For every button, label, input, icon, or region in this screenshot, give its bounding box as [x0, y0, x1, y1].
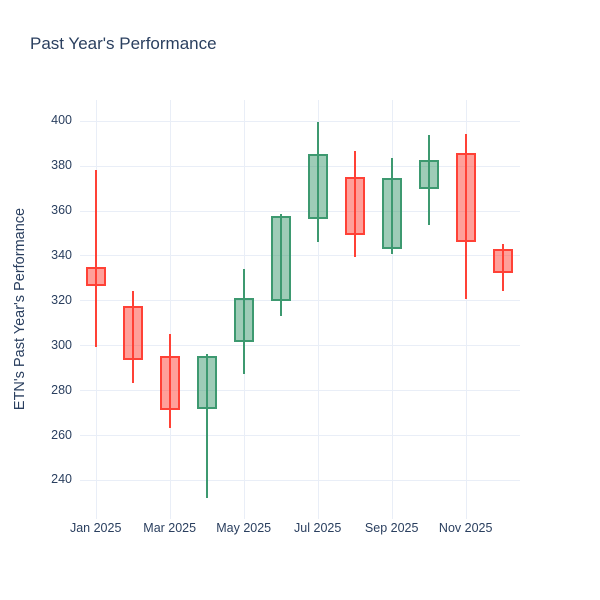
- candle-body[interactable]: [159, 356, 180, 411]
- x-tick-label: May 2025: [216, 521, 272, 535]
- candle-body[interactable]: [344, 176, 365, 236]
- h-gridline: [80, 255, 520, 257]
- candle-body[interactable]: [122, 305, 143, 360]
- h-gridline: [80, 435, 520, 436]
- candle-body[interactable]: [492, 248, 513, 274]
- x-tick-label: Jan 2025: [69, 521, 122, 535]
- x-tick-label: Mar 2025: [143, 521, 197, 535]
- chart-title: Past Year's Performance: [30, 34, 217, 53]
- candle-body[interactable]: [418, 160, 439, 190]
- v-gridline: [169, 100, 171, 519]
- y-tick-label: 400: [51, 113, 72, 128]
- x-tick-label: Sep 2025: [364, 521, 419, 535]
- candle-body[interactable]: [85, 266, 106, 286]
- candle-body[interactable]: [381, 177, 402, 249]
- candle-body[interactable]: [455, 153, 476, 242]
- candle-wick[interactable]: [205, 354, 208, 498]
- plot-area: [80, 100, 520, 519]
- y-tick-label: 300: [51, 337, 72, 352]
- h-gridline: [80, 345, 520, 347]
- x-tick-label: Nov 2025: [438, 521, 493, 535]
- y-tick-label: 240: [51, 472, 72, 487]
- h-gridline: [80, 390, 520, 392]
- candle-body[interactable]: [307, 154, 328, 220]
- v-gridline: [317, 100, 319, 519]
- v-gridline: [391, 100, 393, 519]
- y-tick-label: 260: [51, 427, 72, 442]
- h-gridline: [80, 165, 520, 167]
- v-gridline: [465, 100, 467, 519]
- h-gridline: [80, 300, 520, 302]
- h-gridline: [80, 210, 520, 212]
- candle-wick[interactable]: [94, 170, 97, 348]
- y-tick-label: 360: [51, 203, 72, 217]
- y-tick-label: 320: [51, 292, 72, 307]
- h-gridline: [80, 479, 520, 481]
- y-tick-label: 280: [51, 382, 72, 397]
- h-gridline: [80, 120, 520, 122]
- y-tick-label: 380: [51, 158, 72, 173]
- candle-body[interactable]: [233, 298, 254, 342]
- candle-body[interactable]: [196, 356, 217, 410]
- y-tick-label: 340: [51, 247, 72, 262]
- candle-body[interactable]: [270, 216, 291, 302]
- x-tick-label: Jul 2025: [294, 521, 342, 535]
